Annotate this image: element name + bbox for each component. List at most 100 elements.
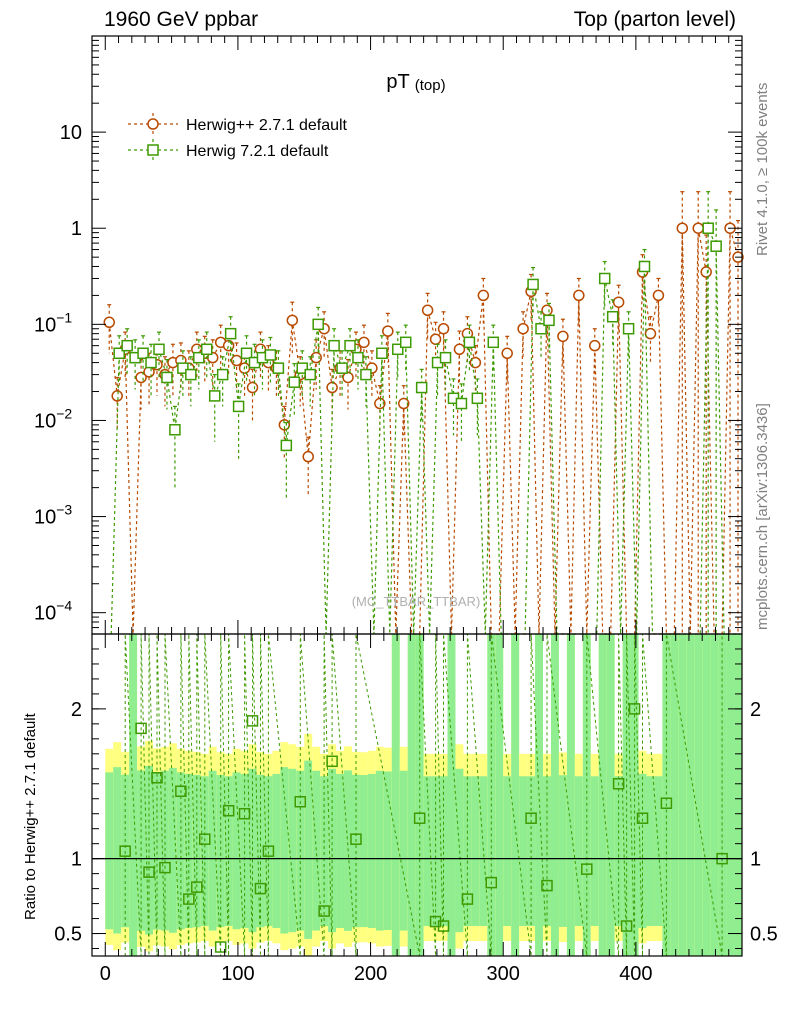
ratio-point [175, 785, 187, 798]
band-green-bin [598, 634, 607, 956]
band-green-bin [495, 634, 504, 956]
herwig7-point [240, 347, 253, 360]
herwigpp-point [302, 450, 314, 463]
ratio-point [485, 876, 498, 889]
legend: Herwig++ 2.7.1 default Herwig 7.2.1 defau… [128, 113, 348, 161]
ratio-point [326, 755, 338, 768]
band-green-bin [137, 770, 146, 931]
herwig7-point [487, 336, 500, 349]
band-green-bin [606, 634, 615, 956]
band-green-bin [375, 770, 384, 931]
herwigpp-point [644, 327, 657, 340]
band-green-bin [113, 767, 122, 934]
herwig7-point [161, 371, 173, 384]
ratio-point [525, 812, 537, 824]
main-y-tick-label: 1 [71, 218, 82, 240]
herwigpp-point [589, 339, 601, 352]
herwigpp-point [541, 304, 553, 317]
main-y-tick-label: 10 [60, 122, 82, 144]
band-green-bin [168, 768, 177, 933]
herwig7-point [137, 347, 149, 360]
band-green-bin [726, 634, 735, 956]
herwig7-point [216, 368, 229, 381]
legend-marker-circle [147, 118, 159, 130]
herwig7-point [702, 222, 714, 234]
herwig7-point [224, 327, 237, 340]
band-green-bin [288, 768, 297, 933]
x-tick-label: 100 [221, 963, 254, 985]
band-green-bin [304, 760, 313, 939]
ratio-point [119, 845, 131, 857]
ratio-point [254, 882, 267, 895]
band-green-bin [550, 634, 559, 956]
band-green-bin [367, 773, 376, 928]
band-green-bin [646, 776, 655, 927]
ratio-point [191, 881, 203, 893]
ratio-point [151, 772, 163, 784]
band-green-bin [129, 634, 138, 956]
main-y-tick-exponent: −3 [56, 502, 72, 518]
band-green-bin [383, 771, 392, 931]
chart-title: pT (top) [386, 71, 445, 94]
ratio-point [636, 812, 649, 824]
herwigpp-point [310, 351, 322, 364]
ratio-point [660, 797, 673, 809]
herwig7-point [280, 439, 293, 452]
band-green-bin [686, 634, 695, 956]
ratio-point [159, 861, 171, 874]
band-green-bin [399, 770, 408, 931]
herwigpp-point [676, 222, 689, 234]
band-green-bin [264, 776, 273, 927]
band-green-bin [734, 634, 742, 956]
ratio-point [350, 833, 362, 845]
legend-label-herwigpp: Herwig++ 2.7.1 default [186, 117, 348, 134]
ratio-y-tick-label-right: 2 [750, 699, 761, 721]
band-green-bin [248, 768, 257, 933]
herwig7-point [543, 314, 555, 327]
ratio-point [437, 920, 450, 932]
ratio-point [214, 941, 227, 953]
herwigpp-point [342, 371, 354, 384]
herwigpp-point [103, 316, 115, 329]
ratio-point [620, 920, 633, 932]
header-left: 1960 GeV ppbar [104, 8, 259, 31]
herwig7-point [710, 240, 722, 252]
band-green-bin [574, 776, 583, 927]
band-green-bin [320, 776, 329, 927]
main-y-tick-label: 10−4 [34, 598, 72, 625]
herwigpp-point [246, 381, 259, 394]
herwig7-point [360, 368, 372, 381]
band-green-bin [423, 776, 432, 927]
ratio-point [581, 863, 593, 875]
ratio-point [318, 905, 330, 917]
herwigpp-point [286, 314, 299, 327]
herwig7-point [177, 362, 189, 374]
band-green-bin [208, 770, 217, 931]
ratio-frame [91, 633, 743, 957]
herwig7-point [193, 351, 205, 364]
band-green-bin [272, 773, 281, 928]
herwigpp-point [453, 343, 466, 356]
herwig7-point [439, 351, 452, 364]
ratio-point [143, 866, 155, 878]
ratio-point [461, 893, 474, 905]
x-tick-label: 300 [487, 963, 520, 985]
band-green-bin [654, 776, 663, 927]
herwig7-point [264, 349, 277, 361]
legend-label-herwig7: Herwig 7.2.1 default [186, 143, 329, 160]
herwig7-point [415, 381, 428, 394]
band-green-bin [566, 634, 575, 956]
herwig7-point [145, 356, 157, 369]
ratio-point [199, 833, 211, 845]
ratio-point [135, 722, 147, 735]
ratio-point [628, 703, 641, 715]
band-green-bin [336, 773, 345, 928]
herwig7-point [113, 347, 125, 360]
main-y-tick-label: 10−3 [34, 502, 72, 529]
herwig7-point [296, 362, 309, 374]
band-green-bin [240, 773, 249, 928]
ratio-point [262, 845, 275, 857]
band-green-bin [511, 634, 520, 956]
band-green-bin [670, 634, 679, 956]
